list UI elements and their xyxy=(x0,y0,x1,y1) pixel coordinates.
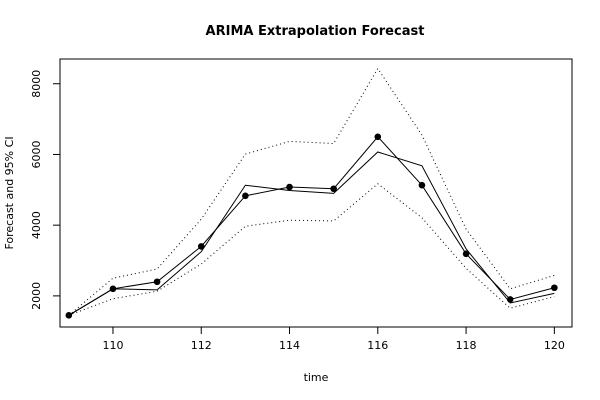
plot-frame xyxy=(59,58,573,328)
forecast-line xyxy=(68,151,555,316)
chart-title: ARIMA Extrapolation Forecast xyxy=(206,24,425,39)
observed-point xyxy=(153,278,161,286)
y-tick-label: 8000 xyxy=(30,70,43,98)
y-axis: 2000 4000 6000 8000 xyxy=(30,70,61,310)
observed-point xyxy=(197,243,205,250)
y-tick-label: 6000 xyxy=(30,140,43,168)
observed-point xyxy=(330,185,337,193)
observed-point xyxy=(242,192,249,200)
y-tick-label: 4000 xyxy=(30,211,43,239)
x-tick-label: 114 xyxy=(279,339,300,352)
observed-point xyxy=(286,183,293,191)
lower-95-line xyxy=(68,183,555,316)
observed-point xyxy=(462,250,470,258)
observed-point xyxy=(374,133,382,141)
x-axis-label: time xyxy=(304,371,329,384)
observed-point xyxy=(551,284,558,292)
x-tick-label: 118 xyxy=(456,339,477,352)
x-tick-label: 112 xyxy=(191,339,212,352)
x-tick-label: 116 xyxy=(367,339,388,352)
y-axis-label: Forecast and 95% CI xyxy=(3,136,16,249)
x-tick-label: 110 xyxy=(102,339,123,352)
observed-point xyxy=(418,181,426,189)
x-axis: 110 112 114 116 118 120 xyxy=(102,326,565,352)
observed-point xyxy=(65,312,73,319)
series-layer xyxy=(65,67,558,319)
x-tick-label: 120 xyxy=(544,339,565,352)
observed-line xyxy=(68,136,555,316)
y-tick-label: 2000 xyxy=(30,282,43,310)
